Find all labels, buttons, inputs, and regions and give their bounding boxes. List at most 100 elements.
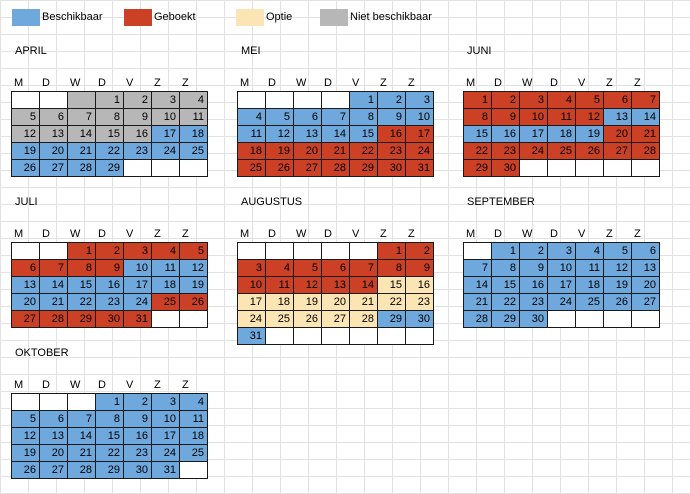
calendar-empty-cell[interactable] [519,159,548,177]
calendar-day-cell[interactable]: 7 [463,259,492,277]
calendar-day-cell[interactable]: 26 [575,142,604,160]
calendar-day-cell[interactable]: 14 [349,276,378,294]
calendar-empty-cell[interactable] [237,242,266,260]
calendar-day-cell[interactable]: 26 [293,310,322,328]
calendar-day-cell[interactable]: 23 [377,142,406,160]
calendar-day-cell[interactable]: 26 [179,293,208,311]
calendar-day-cell[interactable]: 23 [405,293,434,311]
calendar-day-cell[interactable]: 27 [321,310,350,328]
calendar-day-cell[interactable]: 7 [321,108,350,126]
calendar-day-cell[interactable]: 23 [519,293,548,311]
calendar-day-cell[interactable]: 30 [377,159,406,177]
calendar-empty-cell[interactable] [321,242,350,260]
calendar-day-cell[interactable]: 25 [575,293,604,311]
calendar-day-cell[interactable]: 1 [463,91,492,109]
calendar-day-cell[interactable]: 23 [491,142,520,160]
calendar-day-cell[interactable]: 5 [603,242,632,260]
calendar-day-cell[interactable]: 13 [631,259,660,277]
calendar-day-cell[interactable]: 13 [11,276,40,294]
calendar-day-cell[interactable]: 11 [179,410,208,428]
calendar-empty-cell[interactable] [179,310,208,328]
calendar-empty-cell[interactable] [39,242,68,260]
calendar-empty-cell[interactable] [547,310,576,328]
calendar-day-cell[interactable]: 8 [463,108,492,126]
calendar-day-cell[interactable]: 5 [293,259,322,277]
calendar-day-cell[interactable]: 27 [11,310,40,328]
calendar-day-cell[interactable]: 29 [491,310,520,328]
calendar-day-cell[interactable]: 14 [39,276,68,294]
calendar-day-cell[interactable]: 16 [95,276,124,294]
calendar-day-cell[interactable]: 18 [547,125,576,143]
calendar-day-cell[interactable]: 24 [151,142,180,160]
calendar-day-cell[interactable]: 1 [67,242,96,260]
calendar-day-cell[interactable]: 17 [237,293,266,311]
calendar-day-cell[interactable]: 23 [123,142,152,160]
calendar-day-cell[interactable]: 26 [265,159,294,177]
calendar-day-cell[interactable]: 17 [123,276,152,294]
calendar-day-cell[interactable]: 31 [123,310,152,328]
calendar-day-cell[interactable]: 22 [95,444,124,462]
calendar-day-cell[interactable]: 11 [575,259,604,277]
calendar-day-cell[interactable]: 20 [293,142,322,160]
calendar-day-cell[interactable]: 9 [519,259,548,277]
calendar-day-cell[interactable]: 26 [11,461,40,479]
calendar-day-cell[interactable]: 30 [405,310,434,328]
calendar-day-cell[interactable]: 28 [349,310,378,328]
calendar-empty-cell[interactable] [237,91,266,109]
calendar-day-cell[interactable]: 11 [237,125,266,143]
calendar-day-cell[interactable]: 6 [321,259,350,277]
calendar-day-cell[interactable]: 21 [67,444,96,462]
calendar-day-cell[interactable]: 30 [519,310,548,328]
calendar-day-cell[interactable]: 14 [631,108,660,126]
calendar-day-cell[interactable]: 21 [39,293,68,311]
calendar-day-cell[interactable]: 10 [151,108,180,126]
calendar-empty-cell[interactable] [293,327,322,345]
calendar-day-cell[interactable]: 7 [39,259,68,277]
calendar-day-cell[interactable]: 20 [631,276,660,294]
calendar-empty-cell[interactable] [575,310,604,328]
calendar-day-cell[interactable]: 14 [67,427,96,445]
calendar-day-cell[interactable]: 5 [179,242,208,260]
calendar-day-cell[interactable]: 10 [123,259,152,277]
calendar-day-cell[interactable]: 26 [603,293,632,311]
calendar-empty-cell[interactable] [11,91,40,109]
calendar-day-cell[interactable]: 9 [377,108,406,126]
calendar-day-cell[interactable]: 18 [179,427,208,445]
calendar-day-cell[interactable]: 26 [11,159,40,177]
calendar-day-cell[interactable]: 29 [463,159,492,177]
calendar-day-cell[interactable]: 29 [95,159,124,177]
calendar-day-cell[interactable]: 12 [11,125,40,143]
calendar-day-cell[interactable]: 19 [575,125,604,143]
calendar-day-cell[interactable]: 6 [39,410,68,428]
calendar-empty-cell[interactable] [349,242,378,260]
calendar-day-cell[interactable]: 3 [405,91,434,109]
calendar-day-cell[interactable]: 25 [547,142,576,160]
calendar-day-cell[interactable]: 21 [463,293,492,311]
calendar-day-cell[interactable]: 3 [237,259,266,277]
calendar-day-cell[interactable]: 17 [519,125,548,143]
calendar-empty-cell[interactable] [39,393,68,411]
calendar-day-cell[interactable]: 13 [39,125,68,143]
calendar-day-cell[interactable]: 28 [463,310,492,328]
calendar-day-cell[interactable]: 21 [631,125,660,143]
calendar-day-cell[interactable]: 22 [67,293,96,311]
calendar-day-cell[interactable]: 4 [237,108,266,126]
calendar-day-cell[interactable]: 9 [405,259,434,277]
calendar-empty-cell[interactable] [67,393,96,411]
calendar-day-cell[interactable]: 8 [95,108,124,126]
calendar-day-cell[interactable]: 2 [123,91,152,109]
calendar-day-cell[interactable]: 12 [575,108,604,126]
calendar-day-cell[interactable]: 3 [519,91,548,109]
calendar-day-cell[interactable]: 17 [151,427,180,445]
calendar-day-cell[interactable]: 7 [67,108,96,126]
calendar-empty-cell[interactable] [179,159,208,177]
calendar-day-cell[interactable]: 2 [95,242,124,260]
calendar-day-cell[interactable]: 17 [151,125,180,143]
calendar-day-cell[interactable]: 25 [151,293,180,311]
calendar-empty-cell[interactable] [11,242,40,260]
calendar-day-cell[interactable]: 15 [349,125,378,143]
calendar-day-cell[interactable]: 17 [547,276,576,294]
calendar-empty-cell[interactable] [377,327,406,345]
calendar-day-cell[interactable]: 8 [95,410,124,428]
calendar-day-cell[interactable]: 31 [405,159,434,177]
